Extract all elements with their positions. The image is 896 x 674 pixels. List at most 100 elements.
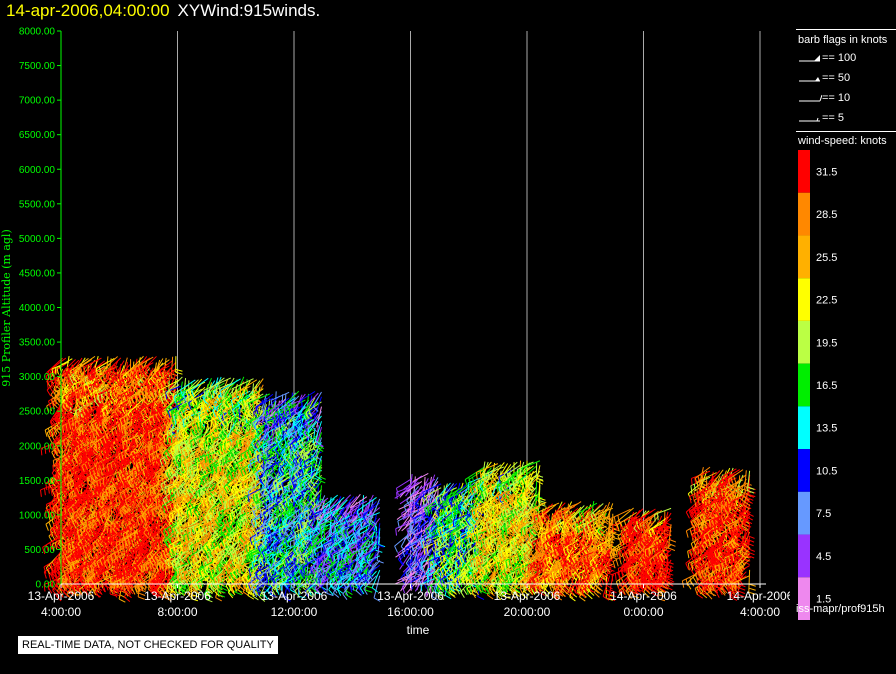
- wind-barb-flag: [56, 367, 60, 375]
- wind-barb-flag: [68, 567, 72, 575]
- wind-barb-flag: [48, 483, 54, 491]
- wind-barb-flag: [52, 526, 57, 534]
- wind-barb-flag: [63, 546, 68, 554]
- wind-barb-flag: [56, 494, 60, 502]
- wind-barb-flag: [62, 513, 65, 521]
- wind-barb-flag: [53, 427, 58, 435]
- wind-barb-flag: [64, 369, 69, 376]
- wind-barb-flag: [62, 442, 66, 450]
- wind-barb-flag: [63, 457, 67, 465]
- wind-barb-flag: [56, 545, 63, 551]
- wind-barb-flag: [52, 419, 57, 427]
- wind-barb-flag: [57, 378, 61, 386]
- wind-barb-flag: [73, 592, 81, 596]
- wind-barb-flag: [58, 457, 61, 466]
- wind-barb-flag: [45, 483, 48, 491]
- wind-barb-flag: [53, 447, 59, 454]
- wind-barb-flag: [109, 577, 112, 585]
- wind-barb-flag: [43, 571, 47, 579]
- wind-barb-flag: [53, 449, 58, 457]
- wind-barb-flag: [113, 581, 116, 590]
- wind-barb-flag: [43, 488, 46, 496]
- wind-barb-flag: [57, 390, 60, 398]
- wind-barb-flag: [46, 382, 49, 390]
- wind-barb-flag: [45, 507, 50, 515]
- wind-barb-flag: [62, 405, 68, 412]
- wind-barb-flag: [109, 505, 112, 513]
- wind-barb-flag: [52, 524, 56, 532]
- wind-barb-flag: [60, 376, 64, 384]
- wind-barb-flag: [64, 542, 66, 550]
- wind-barb-flag: [50, 399, 54, 407]
- title-date: 14-apr-2006,04:00:00: [6, 1, 170, 20]
- wind-barb-flag: [77, 455, 80, 463]
- wind-barb-flag: [48, 521, 52, 529]
- wind-barb-flag: [52, 465, 55, 473]
- wind-barb-flag: [53, 476, 59, 484]
- wind-barb-flag: [51, 544, 55, 552]
- wind-barb-flag: [58, 407, 62, 415]
- wind-barb-flag: [50, 443, 55, 451]
- wind-barb-flag: [56, 483, 61, 491]
- wind-barb-flag: [51, 501, 57, 508]
- wind-barb-flag: [67, 431, 73, 438]
- wind-barb-flag: [58, 434, 65, 440]
- wind-barb-flag: [51, 451, 56, 459]
- wind-barb-flag: [53, 517, 57, 525]
- wind-barb-flag: [44, 429, 48, 437]
- wind-barb-flag: [64, 402, 71, 409]
- wind-barb-flag: [54, 427, 60, 434]
- wind-barb-flag: [47, 481, 52, 489]
- wind-barb-flag: [46, 432, 51, 440]
- wind-barb-flag: [51, 519, 55, 527]
- wind-barbs: [40, 355, 756, 603]
- wind-barb-flag: [63, 436, 69, 444]
- wind-barb-flag: [47, 486, 50, 494]
- wind-barb-flag: [103, 371, 105, 379]
- plot-title: 14-apr-2006,04:00:00 XYWind:915winds.: [6, 1, 320, 21]
- wind-barb-chart: 0.00500.001000.001500.002000.002500.0030…: [0, 27, 790, 638]
- wind-barb-flag: [54, 392, 57, 400]
- wind-barb-flag: [106, 506, 108, 514]
- wind-barb-flag: [49, 528, 54, 536]
- wind-barb-flag: [61, 485, 67, 492]
- wind-barb-flag: [53, 496, 59, 503]
- wind-barb-flag: [62, 456, 70, 462]
- wind-barb-flag: [40, 448, 43, 456]
- wind-barb-flag: [58, 591, 64, 598]
- wind-barb-flag: [42, 547, 46, 555]
- wind-barb-flag: [52, 589, 58, 596]
- wind-barb-flag: [54, 487, 57, 495]
- wind-barb-flag: [73, 527, 78, 535]
- wind-barb-flag: [53, 378, 57, 386]
- wind-barb-flag: [56, 462, 60, 470]
- wind-barb-flag: [64, 497, 68, 504]
- wind-barb-flag: [47, 582, 50, 590]
- wind-barb-flag: [51, 581, 54, 589]
- wind-barb-flag: [57, 543, 63, 550]
- wind-barb-flag: [48, 514, 51, 522]
- wind-barb-flag: [64, 588, 71, 595]
- wind-barb-flag: [52, 540, 56, 548]
- wind-barb-flag: [40, 489, 42, 497]
- wind-barb-flag: [71, 592, 79, 597]
- wind-barb-flag: [49, 529, 53, 537]
- wind-barb-flag: [45, 567, 51, 575]
- wind-barb-flag: [43, 566, 47, 574]
- wind-barb-flag: [48, 509, 51, 517]
- wind-barb-flag: [45, 523, 49, 531]
- wind-barb-flag: [106, 536, 109, 544]
- wind-barb-flag: [109, 535, 112, 543]
- wind-barb-flag: [99, 373, 101, 381]
- wind-barb-flag: [95, 374, 97, 382]
- wind-barb-flag: [55, 579, 58, 587]
- wind-barb-flag: [55, 446, 59, 454]
- wind-barb-flag: [53, 562, 57, 570]
- wind-barb-flag: [56, 396, 60, 403]
- wind-barb-flag: [63, 591, 69, 598]
- wind-barb-flag: [50, 488, 53, 497]
- wind-barb-flag: [50, 512, 55, 520]
- wind-barb-flag: [66, 593, 72, 600]
- wind-barb-flag: [48, 400, 52, 408]
- wind-barb-flag: [51, 529, 57, 536]
